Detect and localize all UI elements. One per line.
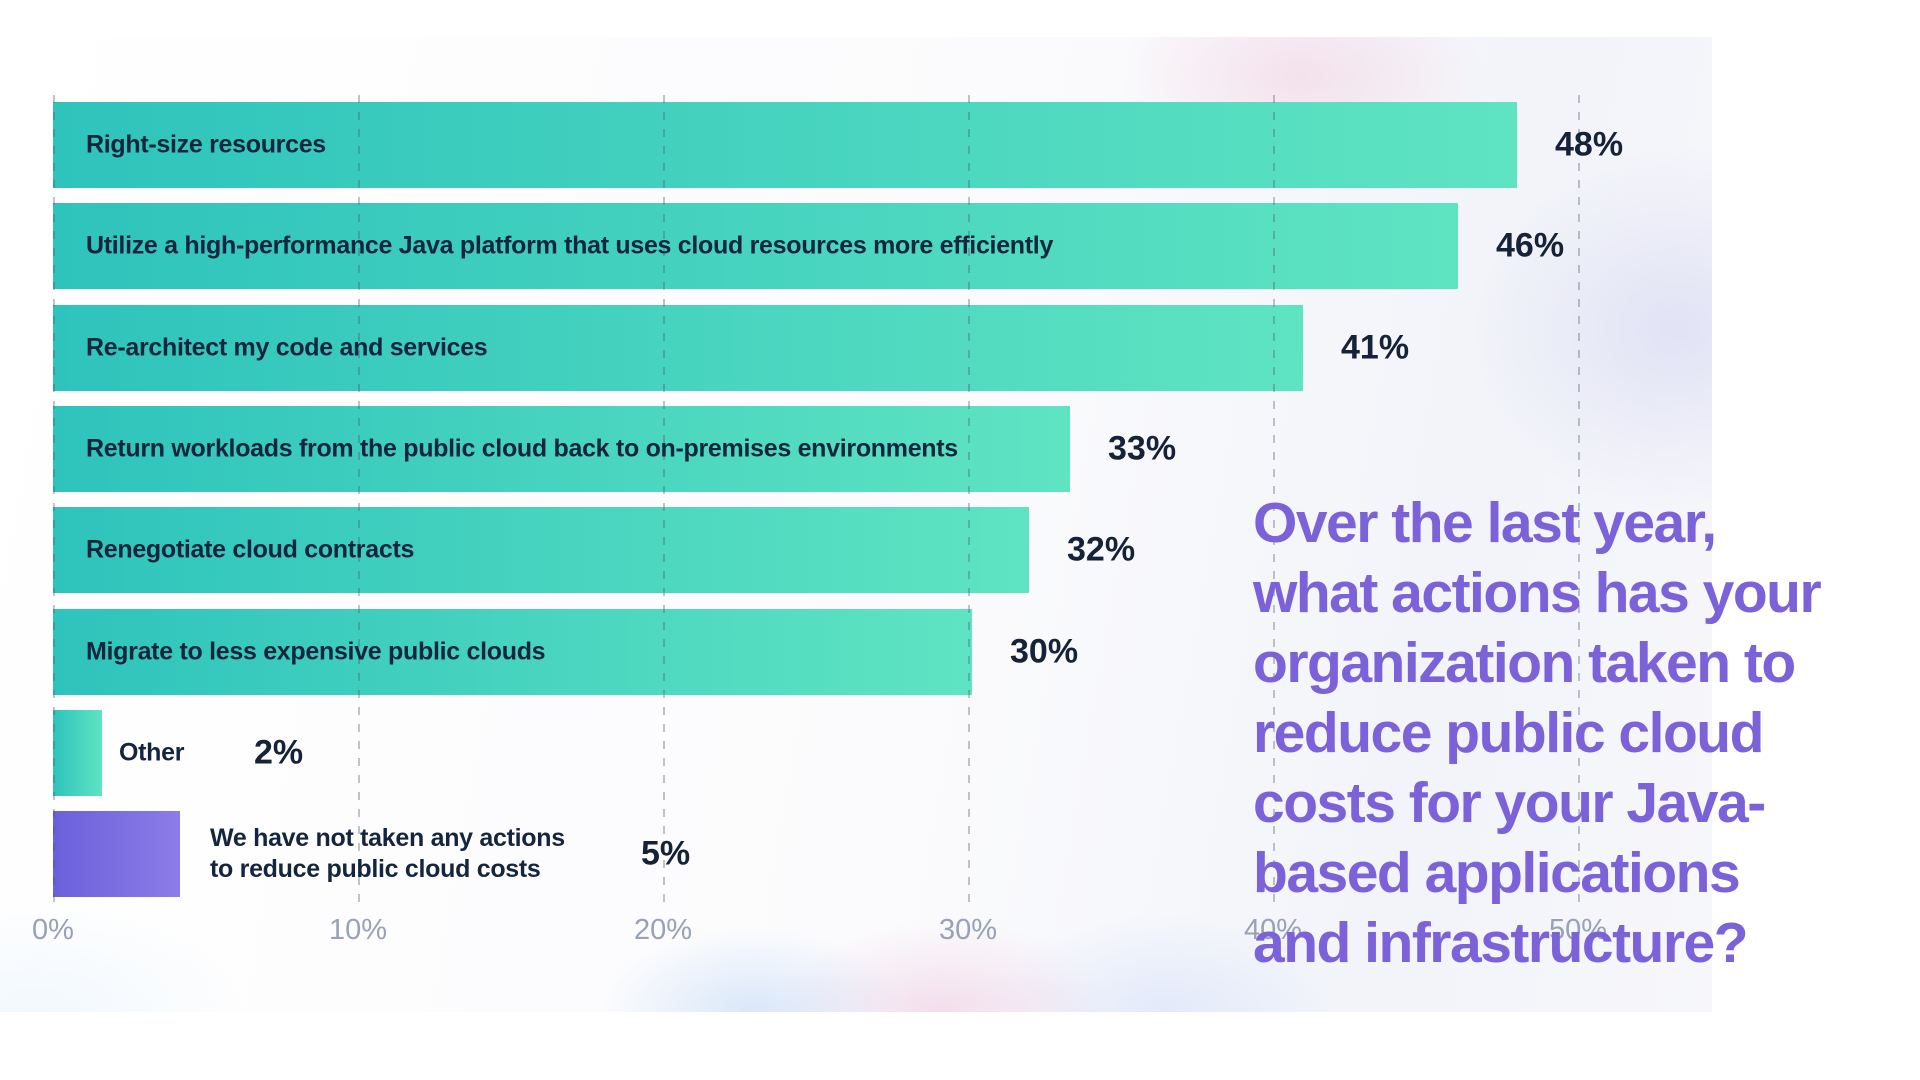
x-axis-tick: 30% (938, 914, 998, 946)
value-label: 30% (1010, 632, 1079, 671)
x-axis-tick: 50% (1548, 914, 1608, 946)
value-label: 33% (1108, 429, 1177, 468)
question-title-line: reduce public cloud (1253, 701, 1764, 765)
chart-row: Utilize a high-performance Java platform… (53, 203, 1920, 289)
chart-row: Return workloads from the public cloud b… (53, 406, 1920, 492)
gridline-30% (968, 95, 970, 908)
x-axis-tick: 20% (633, 914, 693, 946)
bar-chart: Right-size resources 48% Utilize a high-pe… (32, 95, 1920, 946)
question-title-line: and infrastructure? (1253, 911, 1749, 975)
bar-segment (53, 406, 1070, 492)
question-title-line: what actions has your (1253, 561, 1822, 625)
value-label: 41% (1341, 328, 1410, 367)
bar-segment (53, 305, 1303, 391)
chart-row: Migrate to less expensive public clouds 3… (53, 609, 1920, 695)
value-label: 2% (254, 733, 304, 772)
value-label: 32% (1067, 530, 1136, 569)
value-label: 48% (1555, 125, 1624, 164)
bar-segment (53, 203, 1458, 289)
gridline-0% (53, 95, 55, 908)
gridline-10% (358, 95, 360, 908)
bar-segment (53, 609, 972, 695)
category-label: Renegotiate cloud contracts (86, 535, 415, 564)
chart-row: Right-size resources 48% (53, 102, 1920, 188)
bar-segment (53, 710, 102, 796)
question-title-line: based applications (1253, 841, 1741, 905)
category-label: Return workloads from the public cloud b… (86, 434, 958, 463)
category-label: Re-architect my code and services (86, 333, 488, 362)
chart-question-title: Over the last year, what actions has your… (1253, 488, 1920, 978)
chart-row: Other 2% (53, 710, 1920, 796)
chart-row: Renegotiate cloud contracts 32% (53, 507, 1920, 593)
gridline-20% (663, 95, 665, 908)
question-title-line: costs for your Java- (1253, 771, 1766, 835)
bar-segment (53, 811, 180, 897)
chart-row: We have not taken any actions to reduce … (53, 811, 1920, 897)
category-label: Other (119, 738, 185, 767)
x-axis-tick: 40% (1243, 914, 1303, 946)
value-label: 46% (1496, 226, 1565, 265)
value-label: 5% (641, 834, 691, 873)
chart-row: Re-architect my code and services 41% (53, 305, 1920, 391)
category-label: Utilize a high-performance Java platform… (86, 231, 1054, 260)
gridline-50% (1578, 95, 1580, 908)
x-axis-tick: 0% (32, 914, 74, 946)
category-label: Migrate to less expensive public clouds (86, 637, 546, 666)
bar-segment (53, 507, 1029, 593)
x-axis-tick: 10% (328, 914, 388, 946)
category-label: We have not taken any actions to reduce … (210, 824, 565, 883)
question-title-line: organization taken to (1253, 631, 1796, 695)
category-label: Right-size resources (86, 130, 326, 159)
question-title-line: Over the last year, (1253, 491, 1717, 555)
bar-segment (53, 102, 1517, 188)
gridline-40% (1273, 95, 1275, 908)
